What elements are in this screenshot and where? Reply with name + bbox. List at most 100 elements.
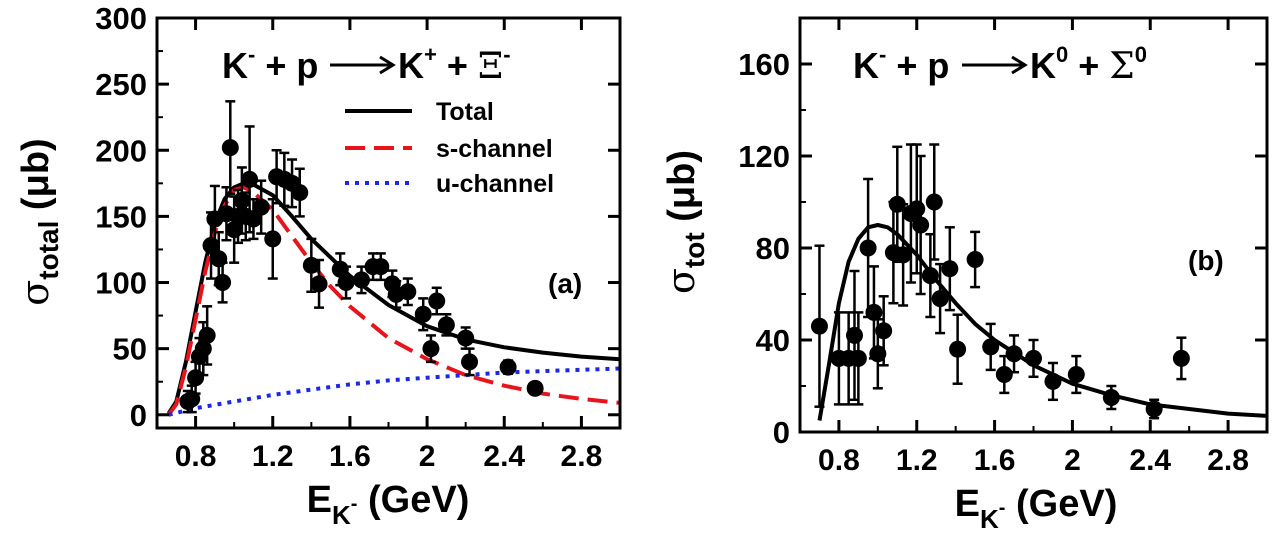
data-point	[982, 322, 1000, 372]
data-point	[526, 379, 544, 397]
data-point	[252, 179, 270, 235]
data-marker	[264, 230, 282, 248]
data-point	[1005, 334, 1023, 374]
data-marker	[921, 267, 939, 285]
data-point	[1172, 336, 1190, 381]
data-point	[461, 347, 479, 377]
panel-label-b: (b)	[1188, 245, 1224, 276]
reaction-products-a: K+ + Ξ-	[398, 42, 511, 87]
data-marker	[291, 184, 309, 202]
data-point	[949, 313, 967, 385]
data-point	[810, 244, 828, 408]
data-marker	[894, 246, 912, 264]
data-marker	[457, 329, 475, 347]
data-point	[1145, 398, 1163, 420]
data-marker	[233, 192, 251, 210]
y-axis-label-a: σtotal (μb)	[13, 138, 64, 305]
data-point	[387, 279, 405, 309]
x-tick-label: 1.2	[252, 440, 294, 473]
data-marker	[372, 258, 390, 276]
arrow-b	[962, 55, 1028, 75]
data-point	[875, 295, 893, 367]
chart-panel-b: 0.8 1.2 1.6 2 2.4 2.8 0 40 80 120 160 K- + p K0 + …	[659, 16, 1269, 534]
data-point	[422, 334, 440, 364]
data-point	[264, 197, 282, 280]
data-marker	[931, 290, 949, 308]
data-point	[894, 203, 912, 307]
data-marker	[526, 379, 544, 397]
data-points-a	[179, 100, 544, 414]
data-point	[291, 167, 309, 218]
data-point	[921, 232, 939, 319]
reaction-title-a: K- + p	[222, 42, 318, 86]
panel-label-a: (a)	[548, 268, 582, 299]
data-point	[214, 261, 232, 304]
y-tick-label: 100	[95, 266, 147, 301]
data-marker	[949, 340, 967, 358]
data-point	[499, 358, 517, 376]
data-point	[859, 177, 877, 319]
chart-panel-a: 0.8 1.2 1.6 2 2.4 2.8 0 50 100 150 200 250 300 K- + …	[13, 1, 622, 530]
data-marker	[414, 305, 432, 323]
y-tick-label: 80	[756, 231, 790, 266]
data-point	[414, 297, 432, 332]
reaction-products-b: K0 + Σ0	[1030, 42, 1147, 87]
data-marker	[966, 251, 984, 268]
data-point	[966, 230, 984, 289]
x-tick-label: 2	[1064, 444, 1081, 477]
y-tick-label: 120	[738, 139, 790, 174]
data-point	[187, 360, 205, 395]
ticks-a: 0.8 1.2 1.6 2 2.4 2.8 0 50 100 150 200 250 300	[95, 1, 621, 473]
data-marker	[1067, 366, 1085, 383]
data-point	[1044, 361, 1062, 402]
data-point	[457, 326, 475, 350]
data-marker	[865, 303, 883, 321]
data-point	[1025, 338, 1042, 379]
data-marker	[1005, 345, 1023, 363]
data-point	[337, 265, 355, 300]
data-marker	[461, 353, 479, 371]
y-tick-label: 200	[95, 133, 147, 168]
y-tick-label: 300	[95, 1, 147, 36]
x-tick-label: 2	[419, 440, 436, 473]
data-marker	[241, 170, 259, 188]
svg-text:s-channel: s-channel	[436, 135, 553, 163]
data-point	[399, 277, 417, 307]
y-tick-label: 150	[95, 199, 147, 234]
data-marker	[428, 292, 446, 310]
data-marker	[310, 275, 328, 293]
data-marker	[912, 216, 930, 234]
data-point	[941, 226, 959, 312]
data-point	[372, 252, 390, 282]
data-points-b	[810, 143, 1190, 420]
data-marker	[925, 193, 943, 211]
data-marker	[849, 349, 867, 367]
ticks-b: 0.8 1.2 1.6 2 2.4 2.8 0 40 80 120 160	[738, 18, 1268, 477]
series-line-s-channel	[166, 185, 620, 416]
x-tick-label: 0.8	[818, 444, 860, 477]
data-marker	[252, 198, 270, 216]
series-line-u-channel	[168, 366, 620, 417]
y-tick-label: 160	[738, 47, 790, 82]
data-marker	[337, 274, 355, 292]
data-point	[1067, 354, 1085, 395]
data-marker	[1025, 349, 1042, 367]
legend-item-s-channel: s-channel	[345, 135, 553, 163]
x-axis-label-a: EK- (GeV)	[307, 479, 470, 530]
data-marker	[941, 260, 959, 278]
data-point	[310, 258, 328, 309]
x-tick-label: 1.6	[329, 440, 371, 473]
data-marker	[499, 358, 517, 376]
x-tick-label: 2.8	[1207, 444, 1249, 477]
legend-item-total: Total	[345, 98, 494, 126]
y-tick-label: 0	[773, 415, 790, 450]
data-point	[428, 286, 446, 316]
data-point	[221, 100, 239, 196]
svg-text:u-channel: u-channel	[436, 170, 554, 198]
y-tick-label: 250	[95, 67, 147, 102]
legend-a: Total s-channel u-channel	[345, 98, 554, 198]
data-marker	[908, 200, 926, 218]
data-point	[198, 305, 216, 366]
data-marker	[399, 283, 417, 301]
